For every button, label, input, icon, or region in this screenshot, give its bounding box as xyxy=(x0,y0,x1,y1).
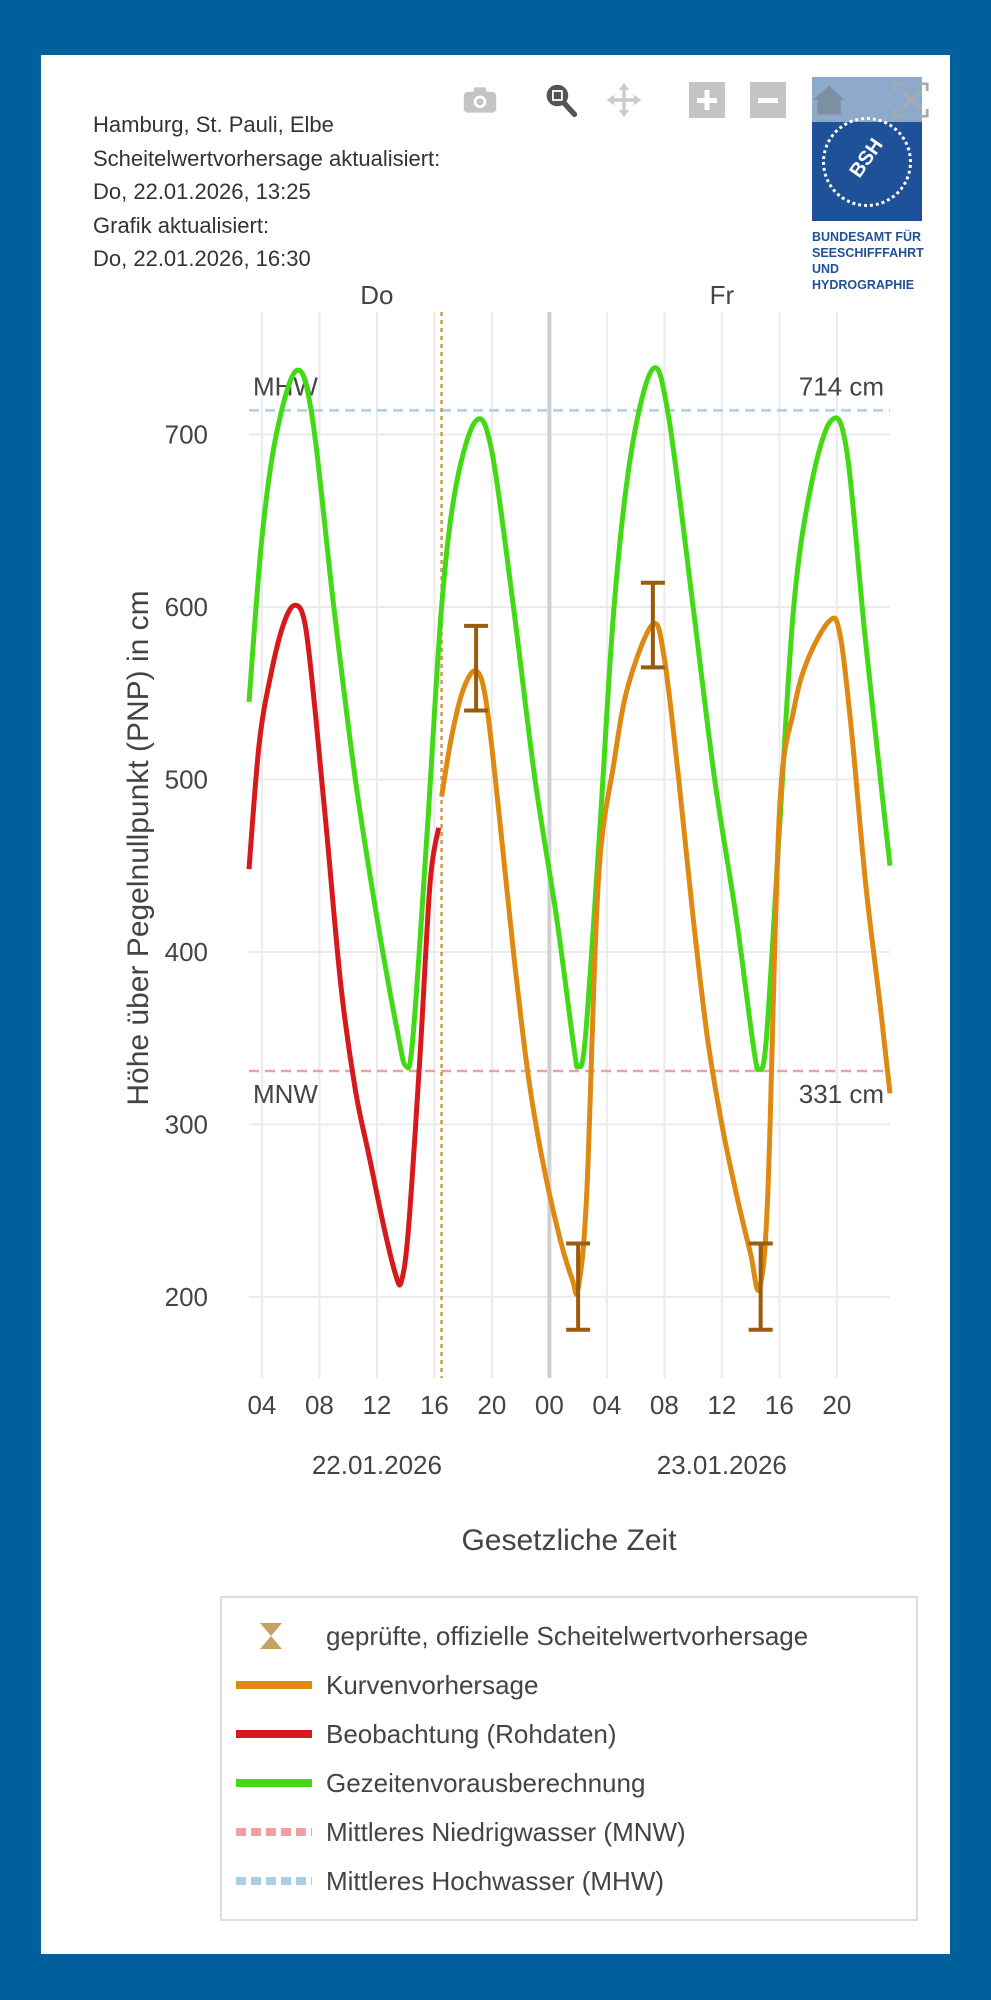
camera-icon[interactable] xyxy=(462,82,498,118)
legend-label: Mittleres Niedrigwasser (MNW) xyxy=(326,1817,686,1847)
x-tick-label: 04 xyxy=(592,1390,621,1420)
x-tick-label: 08 xyxy=(305,1390,334,1420)
x-tick-label: 00 xyxy=(535,1390,564,1420)
legend-box xyxy=(220,1596,918,1921)
legend-label: geprüfte, offizielle Scheitelwertvorhers… xyxy=(326,1621,808,1651)
zoom-icon[interactable] xyxy=(543,82,579,118)
legend-label: Gezeitenvorausberechnung xyxy=(326,1768,645,1798)
zoom-in-icon[interactable] xyxy=(689,82,725,118)
logo-line: UND xyxy=(812,262,840,276)
zoom-out-icon[interactable] xyxy=(750,82,786,118)
x-tick-label: 12 xyxy=(707,1390,736,1420)
pan-icon[interactable] xyxy=(606,82,642,118)
forecast-updated-time: Do, 22.01.2026, 13:25 xyxy=(93,179,311,204)
autoscale-icon[interactable] xyxy=(893,82,929,118)
mhw-value-label: 714 cm xyxy=(799,371,884,401)
logo-line: SEESCHIFFFAHRT xyxy=(812,246,924,260)
logo-line: BUNDESAMT FÜR xyxy=(812,230,922,244)
station-name: Hamburg, St. Pauli, Elbe xyxy=(93,112,334,137)
observation-series-line xyxy=(246,602,442,1288)
day-label: Fr xyxy=(710,280,735,310)
y-tick-label: 400 xyxy=(165,937,208,967)
legend-label: Kurvenvorhersage xyxy=(326,1670,538,1700)
day-label: Do xyxy=(360,280,393,310)
graphic-updated-label: Grafik aktualisiert: xyxy=(93,212,270,238)
x-tick-label: 16 xyxy=(765,1390,794,1420)
x-tick-label: 20 xyxy=(477,1390,506,1420)
y-tick-label: 300 xyxy=(165,1109,208,1139)
y-tick-label: 700 xyxy=(165,419,208,449)
y-axis-title: Höhe über Pegelnullpunkt (PNP) in cm xyxy=(122,590,155,1105)
x-axis-title: Gesetzliche Zeit xyxy=(461,1524,677,1557)
legend-errorbar-icon xyxy=(260,1623,282,1649)
station-info: Hamburg, St. Pauli, Elbe Scheitelwertvor… xyxy=(93,108,440,276)
graphic-updated-time: Do, 22.01.2026, 16:30 xyxy=(93,246,311,271)
logo-line: HYDROGRAPHIE xyxy=(812,278,915,292)
y-tick-label: 500 xyxy=(165,764,208,794)
x-tick-label: 16 xyxy=(420,1390,449,1420)
x-tick-label: 04 xyxy=(247,1390,276,1420)
crest-errorbar xyxy=(464,623,489,713)
y-tick-label: 200 xyxy=(165,1282,208,1312)
forecast-series-line xyxy=(439,615,893,1297)
date-label: 23.01.2026 xyxy=(657,1450,787,1480)
x-tick-label: 20 xyxy=(822,1390,851,1420)
x-tick-label: 08 xyxy=(650,1390,679,1420)
date-label: 22.01.2026 xyxy=(312,1450,442,1480)
mnw-label: MNW xyxy=(253,1079,318,1109)
crest-errorbar xyxy=(748,1241,773,1332)
forecast-updated-label: Scheitelwertvorhersage aktualisiert: xyxy=(93,145,441,171)
x-tick-label: 12 xyxy=(362,1390,391,1420)
legend-label: Beobachtung (Rohdaten) xyxy=(326,1719,617,1749)
mnw-value-label: 331 cm xyxy=(799,1079,884,1109)
legend-label: Mittleres Hochwasser (MHW) xyxy=(326,1866,664,1896)
crest-errorbar xyxy=(640,580,665,670)
home-icon[interactable] xyxy=(811,82,847,118)
crest-errorbar xyxy=(566,1241,591,1332)
y-tick-label: 600 xyxy=(165,592,208,622)
